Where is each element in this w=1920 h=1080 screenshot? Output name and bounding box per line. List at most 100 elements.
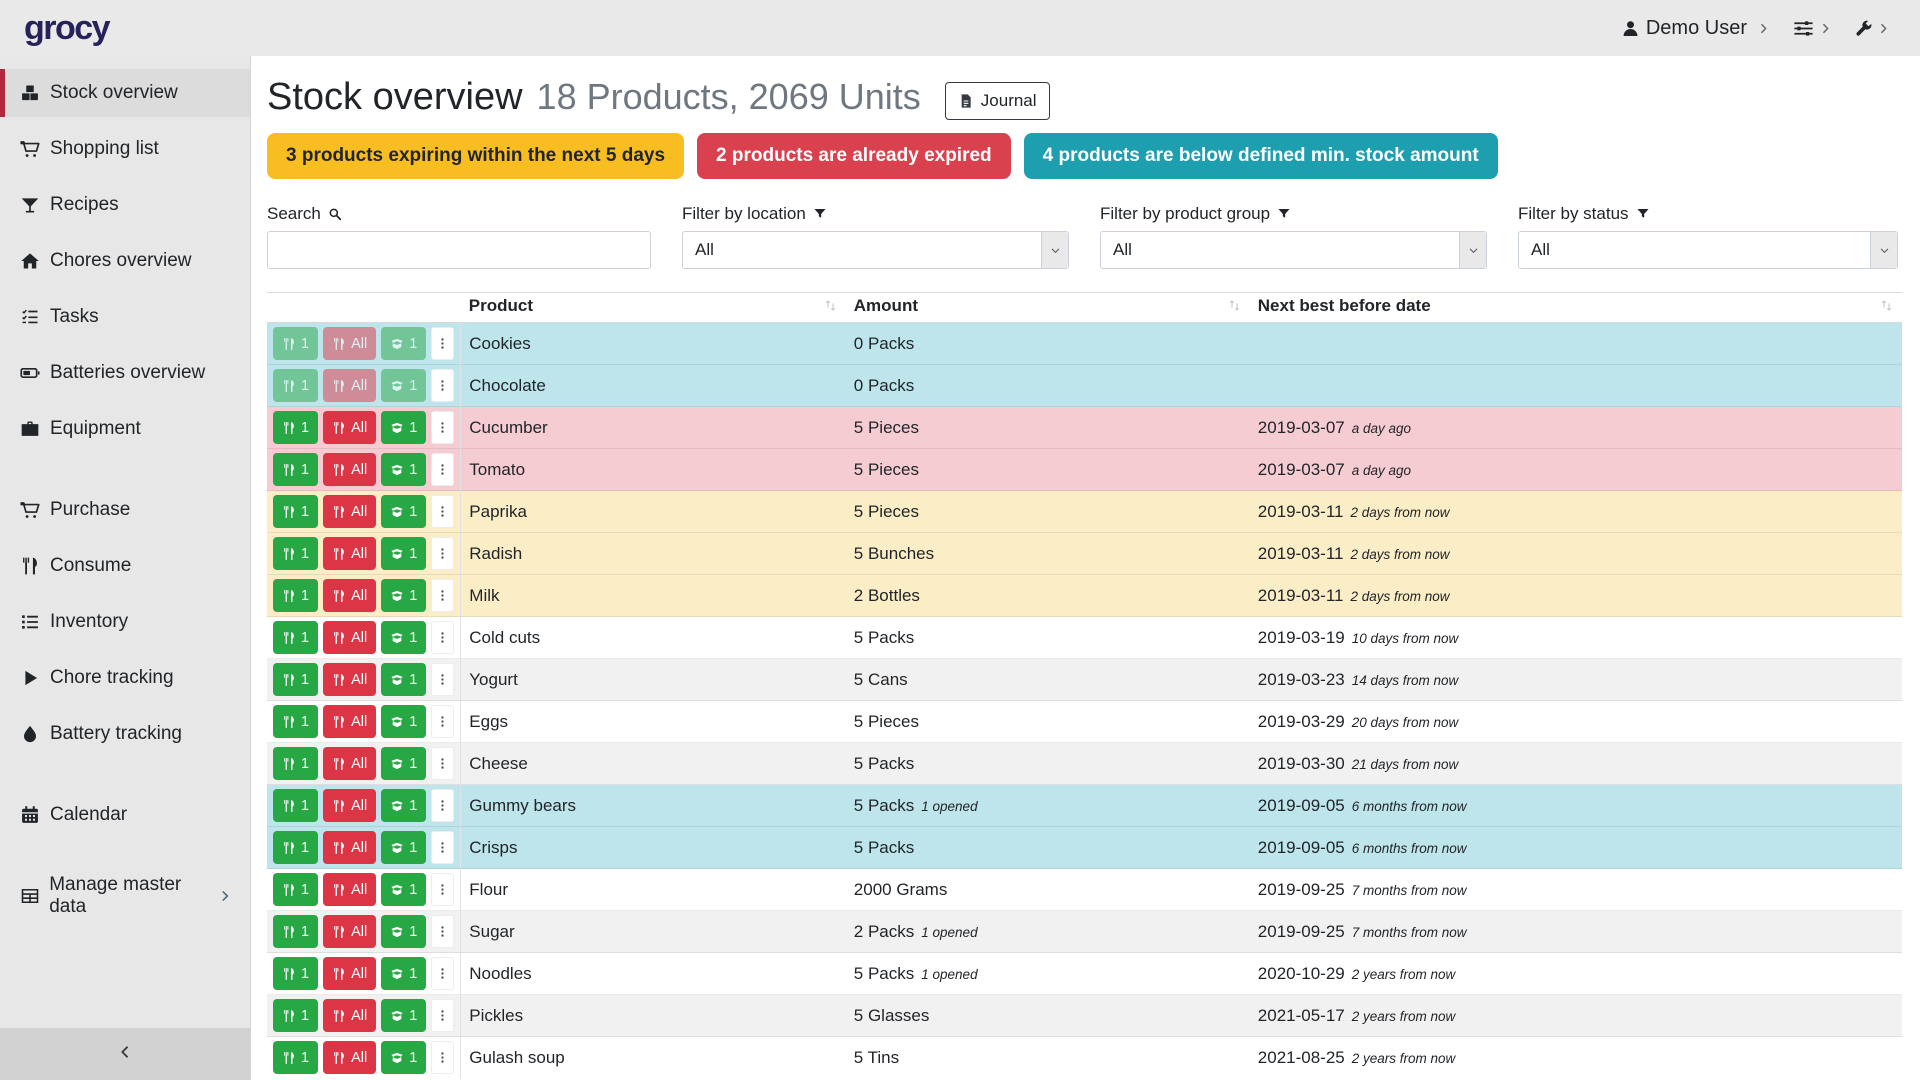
chevron-right-icon[interactable]	[1757, 22, 1770, 35]
row-menu-button[interactable]	[431, 327, 454, 360]
open-one-button[interactable]: 1	[381, 999, 426, 1032]
sidebar-item-battery-tracking[interactable]: Battery tracking	[0, 710, 250, 758]
open-one-button[interactable]: 1	[381, 369, 426, 402]
open-one-button[interactable]: 1	[381, 579, 426, 612]
open-one-button[interactable]: 1	[381, 327, 426, 360]
open-one-button[interactable]: 1	[381, 705, 426, 738]
chevron-right-icon[interactable]	[1819, 22, 1832, 35]
consume-all-button[interactable]: All	[323, 411, 376, 444]
sidebar-item-shopping-list[interactable]: Shopping list	[0, 125, 250, 173]
open-one-button[interactable]: 1	[381, 453, 426, 486]
consume-one-button[interactable]: 1	[273, 789, 318, 822]
consume-one-button[interactable]: 1	[273, 957, 318, 990]
row-menu-button[interactable]	[431, 621, 454, 654]
user-menu[interactable]: Demo User	[1646, 17, 1747, 40]
consume-all-button[interactable]: All	[323, 789, 376, 822]
sidebar-item-purchase[interactable]: Purchase	[0, 486, 250, 534]
open-one-button[interactable]: 1	[381, 411, 426, 444]
consume-one-button[interactable]: 1	[273, 915, 318, 948]
open-one-button[interactable]: 1	[381, 831, 426, 864]
sidebar-collapse-button[interactable]	[0, 1028, 250, 1080]
open-one-button[interactable]: 1	[381, 663, 426, 696]
row-menu-button[interactable]	[431, 579, 454, 612]
sidebar-item-equipment[interactable]: Equipment	[0, 405, 250, 453]
row-menu-button[interactable]	[431, 705, 454, 738]
open-one-button[interactable]: 1	[381, 747, 426, 780]
open-one-button[interactable]: 1	[381, 1041, 426, 1074]
sliders-icon[interactable]	[1792, 17, 1815, 40]
open-one-button[interactable]: 1	[381, 915, 426, 948]
sidebar-item-batteries-overview[interactable]: Batteries overview	[0, 349, 250, 397]
consume-all-button[interactable]: All	[323, 495, 376, 528]
consume-one-button[interactable]: 1	[273, 999, 318, 1032]
row-menu-button[interactable]	[431, 411, 454, 444]
open-one-button[interactable]: 1	[381, 495, 426, 528]
consume-all-button[interactable]: All	[323, 663, 376, 696]
consume-all-button[interactable]: All	[323, 327, 376, 360]
consume-all-button[interactable]: All	[323, 999, 376, 1032]
product-column-header[interactable]: Product	[461, 293, 846, 323]
sidebar-item-consume[interactable]: Consume	[0, 542, 250, 590]
amount-column-header[interactable]: Amount	[846, 293, 1250, 323]
consume-one-button[interactable]: 1	[273, 747, 318, 780]
sidebar-item-chore-tracking[interactable]: Chore tracking	[0, 654, 250, 702]
consume-one-button[interactable]: 1	[273, 831, 318, 864]
best-before-column-header[interactable]: Next best before date	[1250, 293, 1902, 323]
row-menu-button[interactable]	[431, 831, 454, 864]
consume-all-button[interactable]: All	[323, 915, 376, 948]
sidebar-item-tasks[interactable]: Tasks	[0, 293, 250, 341]
consume-all-button[interactable]: All	[323, 747, 376, 780]
sidebar-item-inventory[interactable]: Inventory	[0, 598, 250, 646]
sidebar-item-stock-overview[interactable]: Stock overview	[0, 69, 250, 117]
consume-one-button[interactable]: 1	[273, 327, 318, 360]
sort-icon[interactable]	[1879, 298, 1894, 313]
consume-one-button[interactable]: 1	[273, 453, 318, 486]
open-one-button[interactable]: 1	[381, 621, 426, 654]
status-filter-select[interactable]: All	[1518, 231, 1898, 269]
location-filter-select[interactable]: All	[682, 231, 1069, 269]
consume-one-button[interactable]: 1	[273, 495, 318, 528]
row-menu-button[interactable]	[431, 663, 454, 696]
consume-one-button[interactable]: 1	[273, 537, 318, 570]
row-menu-button[interactable]	[431, 915, 454, 948]
status-badge[interactable]: 2 products are already expired	[697, 133, 1011, 179]
consume-all-button[interactable]: All	[323, 621, 376, 654]
consume-one-button[interactable]: 1	[273, 873, 318, 906]
search-input[interactable]	[267, 231, 651, 269]
consume-all-button[interactable]: All	[323, 369, 376, 402]
open-one-button[interactable]: 1	[381, 957, 426, 990]
consume-all-button[interactable]: All	[323, 1041, 376, 1074]
consume-all-button[interactable]: All	[323, 453, 376, 486]
journal-button[interactable]: Journal	[945, 82, 1050, 120]
sidebar-item-chores-overview[interactable]: Chores overview	[0, 237, 250, 285]
sidebar-item-manage-master-data[interactable]: Manage master data	[0, 872, 250, 920]
row-menu-button[interactable]	[431, 453, 454, 486]
row-menu-button[interactable]	[431, 495, 454, 528]
row-menu-button[interactable]	[431, 999, 454, 1032]
row-menu-button[interactable]	[431, 873, 454, 906]
consume-one-button[interactable]: 1	[273, 579, 318, 612]
row-menu-button[interactable]	[431, 537, 454, 570]
row-menu-button[interactable]	[431, 747, 454, 780]
consume-all-button[interactable]: All	[323, 537, 376, 570]
consume-one-button[interactable]: 1	[273, 411, 318, 444]
row-menu-button[interactable]	[431, 369, 454, 402]
sort-icon[interactable]	[1227, 298, 1242, 313]
sidebar-item-calendar[interactable]: Calendar	[0, 791, 250, 839]
open-one-button[interactable]: 1	[381, 873, 426, 906]
row-menu-button[interactable]	[431, 789, 454, 822]
consume-all-button[interactable]: All	[323, 873, 376, 906]
row-menu-button[interactable]	[431, 1041, 454, 1074]
consume-one-button[interactable]: 1	[273, 1041, 318, 1074]
consume-one-button[interactable]: 1	[273, 621, 318, 654]
sort-icon[interactable]	[823, 298, 838, 313]
consume-all-button[interactable]: All	[323, 705, 376, 738]
status-badge[interactable]: 3 products expiring within the next 5 da…	[267, 133, 684, 179]
wrench-icon[interactable]	[1854, 19, 1873, 38]
consume-one-button[interactable]: 1	[273, 663, 318, 696]
open-one-button[interactable]: 1	[381, 537, 426, 570]
sidebar-item-recipes[interactable]: Recipes	[0, 181, 250, 229]
consume-one-button[interactable]: 1	[273, 369, 318, 402]
consume-all-button[interactable]: All	[323, 957, 376, 990]
chevron-right-icon[interactable]	[1877, 22, 1890, 35]
